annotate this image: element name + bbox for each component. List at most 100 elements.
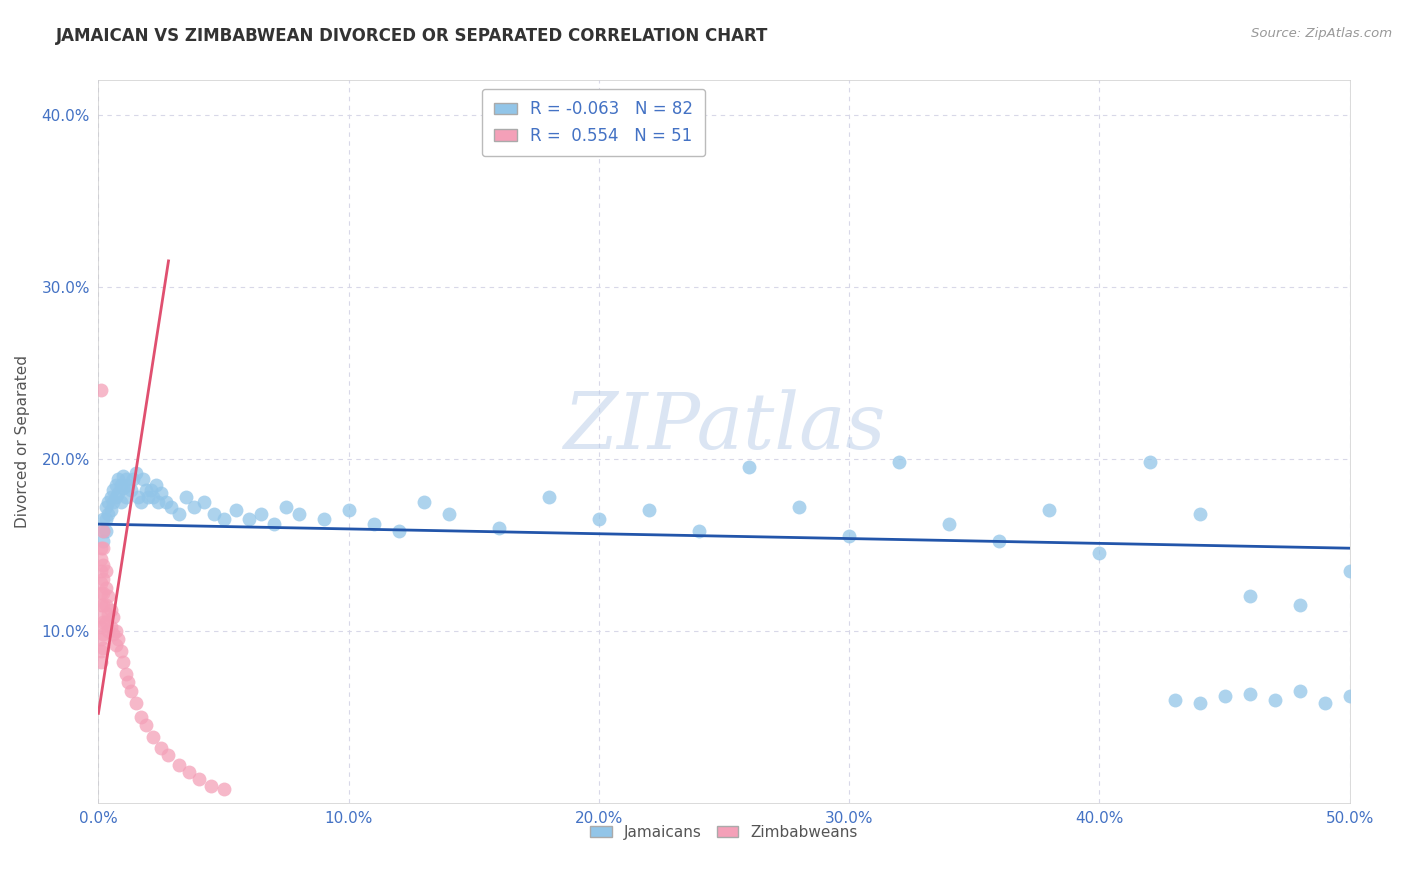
Point	[94, 564, 117, 578]
Point	[115, 472, 138, 486]
Point	[274, 500, 298, 514]
Point	[94, 500, 117, 514]
Point	[838, 529, 860, 543]
Point	[117, 477, 139, 491]
Point	[1088, 546, 1111, 560]
Point	[488, 520, 510, 534]
Point	[127, 490, 149, 504]
Point	[90, 575, 112, 590]
Point	[107, 632, 129, 647]
Point	[90, 551, 112, 566]
Point	[90, 541, 112, 556]
Point	[145, 477, 167, 491]
Point	[787, 500, 810, 514]
Point	[94, 598, 117, 612]
Point	[287, 507, 309, 521]
Point	[938, 517, 960, 532]
Point	[1288, 684, 1310, 698]
Point	[94, 581, 117, 595]
Point	[125, 696, 148, 710]
Point	[93, 524, 115, 538]
Point	[100, 503, 122, 517]
Point	[688, 524, 710, 538]
Text: ZIPatlas: ZIPatlas	[562, 389, 886, 466]
Point	[142, 731, 165, 745]
Point	[93, 534, 115, 549]
Point	[202, 507, 225, 521]
Point	[90, 598, 112, 612]
Point	[115, 490, 138, 504]
Point	[112, 481, 135, 495]
Point	[160, 500, 183, 514]
Point	[1239, 590, 1261, 604]
Point	[157, 747, 180, 762]
Point	[112, 469, 135, 483]
Point	[97, 507, 120, 521]
Point	[97, 624, 120, 638]
Point	[250, 507, 273, 521]
Point	[110, 644, 132, 658]
Point	[90, 564, 112, 578]
Point	[103, 627, 125, 641]
Text: JAMAICAN VS ZIMBABWEAN DIVORCED OR SEPARATED CORRELATION CHART: JAMAICAN VS ZIMBABWEAN DIVORCED OR SEPAR…	[56, 27, 769, 45]
Point	[167, 507, 190, 521]
Point	[94, 524, 117, 538]
Point	[94, 615, 117, 630]
Point	[110, 494, 132, 508]
Point	[115, 666, 138, 681]
Point	[135, 483, 157, 497]
Point	[263, 517, 285, 532]
Point	[93, 598, 115, 612]
Point	[110, 477, 132, 491]
Point	[93, 615, 115, 630]
Point	[103, 483, 125, 497]
Point	[97, 607, 120, 621]
Point	[93, 512, 115, 526]
Point	[388, 524, 411, 538]
Point	[1239, 687, 1261, 701]
Point	[100, 490, 122, 504]
Point	[225, 503, 247, 517]
Point	[104, 638, 127, 652]
Point	[120, 684, 142, 698]
Point	[103, 494, 125, 508]
Point	[112, 655, 135, 669]
Point	[177, 764, 200, 779]
Point	[1288, 598, 1310, 612]
Point	[150, 740, 173, 755]
Point	[139, 483, 162, 497]
Point	[104, 624, 127, 638]
Point	[148, 494, 170, 508]
Point	[988, 534, 1011, 549]
Point	[93, 586, 115, 600]
Point	[1313, 696, 1336, 710]
Legend: Jamaicans, Zimbabweans: Jamaicans, Zimbabweans	[583, 819, 865, 846]
Point	[193, 494, 215, 508]
Point	[90, 632, 112, 647]
Text: Source: ZipAtlas.com: Source: ZipAtlas.com	[1251, 27, 1392, 40]
Point	[1038, 503, 1060, 517]
Point	[1188, 696, 1211, 710]
Point	[125, 466, 148, 480]
Point	[93, 541, 115, 556]
Point	[588, 512, 610, 526]
Point	[90, 586, 112, 600]
Point	[1139, 455, 1161, 469]
Point	[90, 620, 112, 634]
Point	[1163, 692, 1185, 706]
Point	[212, 512, 235, 526]
Point	[238, 512, 260, 526]
Point	[93, 627, 115, 641]
Point	[889, 455, 911, 469]
Point	[93, 640, 115, 655]
Point	[93, 558, 115, 573]
Point	[104, 490, 127, 504]
Point	[1339, 689, 1361, 703]
Point	[167, 758, 190, 772]
Point	[1188, 507, 1211, 521]
Point	[363, 517, 385, 532]
Point	[93, 524, 115, 538]
Point	[183, 500, 205, 514]
Point	[1264, 692, 1286, 706]
Point	[212, 782, 235, 797]
